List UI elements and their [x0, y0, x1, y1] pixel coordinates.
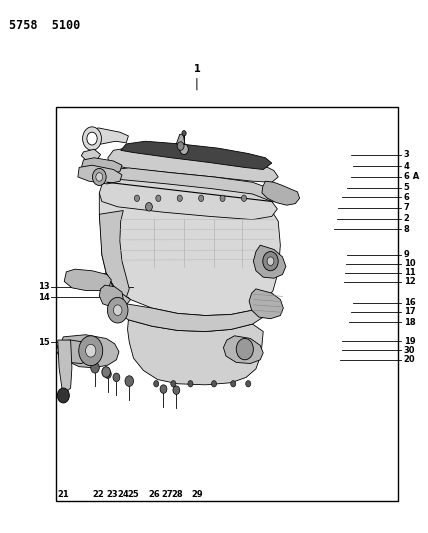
Text: 17: 17 — [404, 308, 415, 316]
Circle shape — [263, 252, 278, 271]
Polygon shape — [64, 269, 111, 290]
Text: 26: 26 — [148, 490, 160, 499]
Circle shape — [113, 373, 120, 382]
Circle shape — [199, 195, 204, 201]
Circle shape — [188, 381, 193, 387]
Circle shape — [156, 195, 161, 201]
Polygon shape — [58, 340, 72, 392]
Polygon shape — [253, 245, 286, 278]
Circle shape — [173, 386, 180, 394]
Circle shape — [267, 257, 274, 265]
Polygon shape — [61, 335, 119, 368]
Circle shape — [134, 195, 140, 201]
Text: 29: 29 — [191, 490, 203, 499]
Polygon shape — [99, 180, 277, 220]
Circle shape — [92, 168, 106, 185]
Polygon shape — [176, 134, 185, 144]
Circle shape — [87, 132, 97, 145]
Circle shape — [171, 381, 176, 387]
Text: 22: 22 — [92, 490, 104, 499]
Polygon shape — [108, 147, 278, 182]
Polygon shape — [78, 165, 122, 184]
Polygon shape — [128, 320, 263, 385]
Text: 15: 15 — [39, 338, 50, 346]
Text: 10: 10 — [404, 260, 415, 268]
Polygon shape — [223, 336, 263, 364]
Circle shape — [146, 203, 152, 211]
Text: 6: 6 — [404, 193, 410, 201]
Text: 20: 20 — [404, 356, 415, 364]
Polygon shape — [56, 340, 93, 364]
Circle shape — [154, 381, 159, 387]
Circle shape — [236, 338, 253, 360]
Text: 12: 12 — [404, 278, 415, 286]
Circle shape — [96, 173, 103, 181]
Text: 25: 25 — [128, 490, 140, 499]
Polygon shape — [81, 158, 122, 174]
Circle shape — [104, 370, 111, 378]
Circle shape — [182, 131, 186, 136]
Text: 23: 23 — [106, 490, 118, 499]
Circle shape — [241, 195, 247, 201]
Text: 7: 7 — [404, 204, 409, 212]
Text: 4: 4 — [404, 162, 410, 171]
Circle shape — [102, 367, 110, 377]
Polygon shape — [81, 149, 101, 161]
Circle shape — [83, 127, 101, 150]
Text: 21: 21 — [57, 490, 69, 499]
Circle shape — [246, 381, 251, 387]
Text: 9: 9 — [404, 251, 409, 259]
Circle shape — [177, 195, 182, 201]
Circle shape — [57, 388, 69, 403]
Polygon shape — [115, 303, 266, 332]
Text: 19: 19 — [404, 337, 415, 345]
Text: 1: 1 — [193, 64, 200, 74]
Text: 8: 8 — [404, 225, 409, 233]
Polygon shape — [121, 141, 272, 169]
Circle shape — [79, 336, 103, 366]
Circle shape — [91, 362, 99, 373]
Polygon shape — [103, 168, 277, 207]
Text: 13: 13 — [39, 282, 50, 291]
Circle shape — [113, 305, 122, 316]
Polygon shape — [99, 273, 131, 305]
Circle shape — [86, 344, 96, 357]
Text: 11: 11 — [404, 269, 415, 277]
Text: 27: 27 — [161, 490, 173, 499]
Polygon shape — [262, 181, 300, 205]
Circle shape — [211, 381, 217, 387]
Circle shape — [107, 297, 128, 323]
Circle shape — [220, 195, 225, 201]
Polygon shape — [89, 128, 128, 145]
Text: 18: 18 — [404, 318, 415, 327]
Circle shape — [125, 376, 134, 386]
Polygon shape — [99, 285, 123, 306]
Text: 5: 5 — [404, 183, 410, 192]
Circle shape — [180, 144, 188, 155]
Bar — [56, 107, 398, 501]
Polygon shape — [99, 211, 129, 297]
Text: 28: 28 — [172, 490, 184, 499]
Text: 24: 24 — [117, 490, 129, 499]
Text: 16: 16 — [404, 298, 415, 307]
Text: 3: 3 — [404, 150, 409, 159]
Text: 2: 2 — [404, 214, 410, 223]
Text: 6 A: 6 A — [404, 173, 419, 181]
Text: 30: 30 — [404, 346, 415, 354]
Polygon shape — [249, 289, 283, 319]
Circle shape — [177, 142, 184, 150]
Text: 14: 14 — [39, 293, 50, 302]
Text: 5758  5100: 5758 5100 — [9, 19, 80, 31]
Polygon shape — [99, 190, 280, 316]
Circle shape — [231, 381, 236, 387]
Circle shape — [160, 385, 167, 393]
